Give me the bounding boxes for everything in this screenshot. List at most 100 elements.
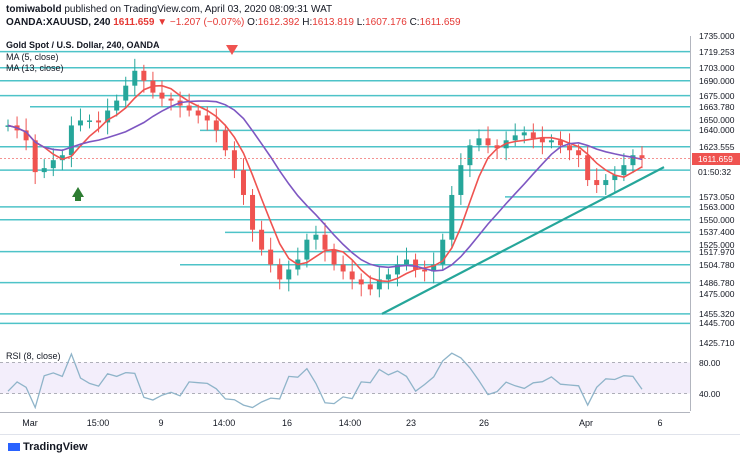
time-axis-label: Mar: [22, 418, 38, 428]
footer: TradingView: [0, 434, 740, 461]
open-label: O:: [247, 17, 258, 28]
candle-body: [96, 120, 102, 123]
candle-body: [68, 125, 74, 156]
rsi-scale-label: 40.00: [699, 388, 721, 399]
candle-body: [603, 180, 609, 186]
candle-body: [376, 279, 382, 290]
candle-body: [340, 264, 346, 272]
candle-body: [639, 155, 645, 159]
candle-body: [159, 92, 165, 99]
time-axis-label: 14:00: [338, 418, 362, 428]
candle-body: [59, 155, 65, 161]
candle-body: [304, 239, 310, 260]
price-scale-label: 1640.000: [699, 125, 735, 136]
candle-body: [114, 100, 120, 111]
candle-body: [259, 229, 265, 250]
low-label: L:: [356, 17, 366, 28]
candle-body: [204, 115, 210, 121]
symbol-name: OANDA:XAUUSD, 240: [6, 17, 111, 28]
price-scale-label: 1650.000: [699, 115, 735, 126]
time-axis-label: 6: [657, 418, 663, 428]
candle-body: [41, 168, 47, 173]
candle-body: [32, 140, 38, 173]
published-text: published on TradingView.com, April 03, …: [64, 4, 333, 15]
candle-body: [612, 175, 618, 181]
candle-body: [422, 269, 428, 272]
time-axis-label: 16: [281, 418, 293, 428]
low-value: 1607.176: [365, 17, 407, 28]
tradingview-logo-icon: [8, 443, 20, 452]
candle-body: [548, 140, 554, 143]
brand-name: TradingView: [23, 441, 88, 453]
open-value: 1612.392: [257, 17, 300, 28]
price-scale-label: 1563.000: [699, 201, 735, 212]
price-scale-label: 1690.000: [699, 75, 735, 86]
time-axis-label: 15:00: [86, 418, 110, 428]
price-scale-label: 1735.000: [699, 31, 735, 41]
candle-body: [494, 145, 500, 149]
rsi-band: [0, 362, 690, 394]
price-chart[interactable]: [0, 36, 690, 344]
candle-body: [240, 170, 246, 195]
countdown-tag: 01:50:32: [692, 165, 740, 178]
time-axis-label: 26: [478, 418, 490, 428]
chart-title-legend: Gold Spot / U.S. Dollar, 240, OANDA: [6, 40, 160, 50]
candle-body: [467, 145, 473, 166]
rsi-chart[interactable]: [0, 347, 690, 409]
candle-body: [132, 70, 138, 86]
rsi-line: [7, 352, 643, 409]
ma13-legend[interactable]: MA (13, close): [6, 63, 64, 73]
price-scale-label: 1425.710: [699, 338, 735, 349]
candle-body: [594, 180, 600, 186]
author-name[interactable]: tomiwabold: [6, 4, 62, 15]
candle-body: [349, 271, 355, 280]
time-axis-label: Apr: [578, 418, 594, 428]
price-scale-label: 1517.970: [699, 246, 735, 257]
candle-body: [404, 259, 410, 265]
candle-body: [23, 130, 29, 141]
candle-body: [449, 194, 455, 240]
price-scale-label: 1573.050: [699, 191, 735, 202]
price-scale-label: 1703.000: [699, 62, 735, 73]
price-scale[interactable]: 1735.000 1719.253 1703.000 1690.000 1675.000…: [690, 31, 740, 411]
candle-body: [358, 279, 364, 285]
candle-body: [485, 138, 491, 146]
time-axis-label: 23: [405, 418, 417, 428]
time-axis[interactable]: Mar 15:00 9 14:00 16 14:00 23 26 Apr 6: [0, 412, 690, 433]
tradingview-logo[interactable]: TradingView: [8, 441, 88, 453]
candle-body: [141, 70, 147, 81]
high-value: 1613.819: [312, 17, 354, 28]
candle-body: [458, 165, 464, 195]
price-pane[interactable]: [0, 36, 690, 344]
candle-body: [512, 135, 518, 141]
candle-body: [313, 234, 319, 240]
candle-body: [286, 269, 292, 280]
price-scale-label: 1537.400: [699, 227, 735, 238]
candle-body: [576, 150, 582, 156]
publish-info: tomiwabold published on TradingView.com,…: [6, 4, 332, 15]
candle-body: [585, 155, 591, 181]
candle-body: [621, 165, 627, 176]
close-label: C:: [409, 17, 420, 28]
price-scale-label: 1550.000: [699, 214, 735, 225]
chart-header: tomiwabold published on TradingView.com,…: [0, 0, 740, 36]
price-change: ▼ −1.207 (−0.07%): [157, 17, 245, 28]
candle-body: [268, 249, 274, 265]
rsi-pane[interactable]: [0, 347, 690, 409]
candle-body: [195, 110, 201, 116]
ma5-legend[interactable]: MA (5, close): [6, 52, 59, 62]
candle-body: [394, 264, 400, 275]
candle-body: [186, 105, 192, 111]
up-arrow-icon-stem: [75, 196, 81, 201]
candle-body: [530, 132, 536, 139]
candle-body: [476, 138, 482, 146]
candle-body: [213, 120, 219, 131]
close-value: 1611.659: [419, 17, 461, 28]
rsi-scale-label: 80.00: [699, 357, 721, 368]
time-axis-label: 14:00: [212, 418, 236, 428]
candle-body: [385, 274, 391, 280]
candle-body: [123, 85, 129, 101]
price-scale-label: 1445.700: [699, 318, 735, 329]
rsi-legend[interactable]: RSI (8, close): [6, 351, 61, 361]
candle-body: [105, 110, 111, 123]
